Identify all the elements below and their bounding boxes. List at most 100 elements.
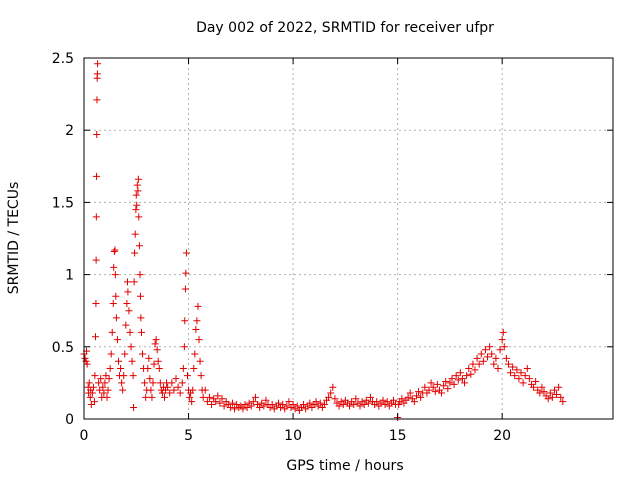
data-point bbox=[92, 299, 100, 307]
data-point bbox=[312, 398, 320, 406]
data-point bbox=[499, 328, 507, 336]
data-point bbox=[293, 402, 301, 410]
data-point bbox=[548, 393, 556, 401]
data-point bbox=[320, 401, 328, 409]
data-point bbox=[251, 393, 259, 401]
data-point bbox=[335, 402, 343, 410]
data-point bbox=[184, 372, 191, 380]
data-point bbox=[95, 379, 103, 387]
data-point bbox=[133, 181, 141, 189]
data-point bbox=[91, 372, 99, 380]
data-point bbox=[373, 398, 381, 406]
data-point bbox=[417, 393, 425, 401]
data-point bbox=[536, 389, 544, 397]
data-point bbox=[111, 246, 119, 254]
data-point bbox=[538, 383, 546, 391]
data-point bbox=[134, 187, 142, 195]
data-point bbox=[339, 401, 347, 409]
data-point bbox=[139, 350, 147, 358]
data-point bbox=[477, 350, 485, 358]
data-point bbox=[525, 375, 533, 383]
x-tick-label: 0 bbox=[80, 428, 89, 444]
data-point bbox=[111, 271, 119, 279]
data-point bbox=[502, 354, 510, 362]
data-point bbox=[133, 201, 141, 209]
data-point bbox=[132, 206, 140, 214]
data-point bbox=[471, 366, 479, 374]
data-point bbox=[107, 350, 115, 358]
data-point bbox=[268, 401, 276, 409]
data-point bbox=[289, 401, 297, 409]
data-point bbox=[329, 383, 337, 391]
data-point bbox=[126, 328, 134, 336]
data-point bbox=[142, 393, 150, 401]
data-point bbox=[484, 353, 492, 361]
data-point bbox=[197, 372, 205, 380]
data-point bbox=[517, 369, 525, 377]
data-point bbox=[429, 383, 437, 391]
data-point bbox=[161, 393, 168, 401]
data-point bbox=[521, 372, 529, 380]
data-point bbox=[440, 382, 448, 390]
data-point bbox=[346, 402, 354, 410]
data-point bbox=[544, 395, 552, 403]
data-point bbox=[112, 314, 120, 322]
data-point bbox=[316, 399, 324, 407]
data-point bbox=[134, 175, 142, 183]
data-point bbox=[196, 357, 204, 365]
data-point bbox=[105, 375, 113, 383]
data-point bbox=[86, 393, 94, 401]
data-point bbox=[256, 403, 264, 411]
data-point bbox=[182, 269, 190, 277]
x-tick-labels: 0 5 10 15 20 bbox=[80, 428, 512, 444]
data-point bbox=[186, 393, 194, 401]
y-tick-label: 0.5 bbox=[52, 340, 74, 356]
data-point bbox=[465, 364, 473, 372]
data-point bbox=[220, 402, 228, 410]
data-point bbox=[110, 247, 118, 255]
data-point bbox=[300, 401, 308, 409]
data-point bbox=[182, 249, 190, 257]
data-point bbox=[383, 398, 391, 406]
data-point bbox=[458, 375, 466, 383]
data-point bbox=[104, 386, 112, 394]
data-point bbox=[93, 172, 101, 180]
data-point bbox=[509, 363, 517, 371]
data-point bbox=[515, 375, 523, 383]
data-point bbox=[481, 346, 489, 354]
data-point bbox=[427, 379, 435, 387]
data-point bbox=[379, 396, 387, 404]
data-point bbox=[555, 383, 563, 391]
x-tick-label: 15 bbox=[389, 428, 407, 444]
data-point bbox=[158, 389, 166, 397]
data-point bbox=[85, 379, 93, 387]
data-point bbox=[188, 398, 196, 406]
data-point bbox=[94, 60, 102, 68]
data-point bbox=[208, 401, 216, 409]
data-point bbox=[243, 403, 251, 411]
data-point bbox=[118, 379, 126, 387]
data-point bbox=[469, 360, 477, 368]
data-point bbox=[395, 401, 403, 409]
data-point bbox=[350, 401, 358, 409]
data-point bbox=[153, 346, 161, 354]
data-point bbox=[212, 398, 220, 406]
data-point bbox=[146, 375, 154, 383]
data-point bbox=[92, 333, 99, 341]
data-point bbox=[168, 379, 176, 387]
data-point bbox=[231, 405, 239, 413]
chart-title: Day 002 of 2022, SRMTID for receiver ufp… bbox=[196, 20, 494, 36]
gridlines bbox=[84, 58, 613, 419]
data-point bbox=[123, 299, 131, 307]
data-point bbox=[285, 398, 293, 406]
data-point bbox=[151, 340, 159, 348]
plot-frame bbox=[83, 57, 614, 420]
data-point bbox=[479, 357, 487, 365]
data-point bbox=[530, 383, 538, 391]
data-point bbox=[406, 389, 414, 397]
data-point bbox=[83, 360, 91, 368]
data-point bbox=[262, 396, 270, 404]
data-point bbox=[194, 302, 202, 310]
data-point bbox=[228, 399, 236, 407]
